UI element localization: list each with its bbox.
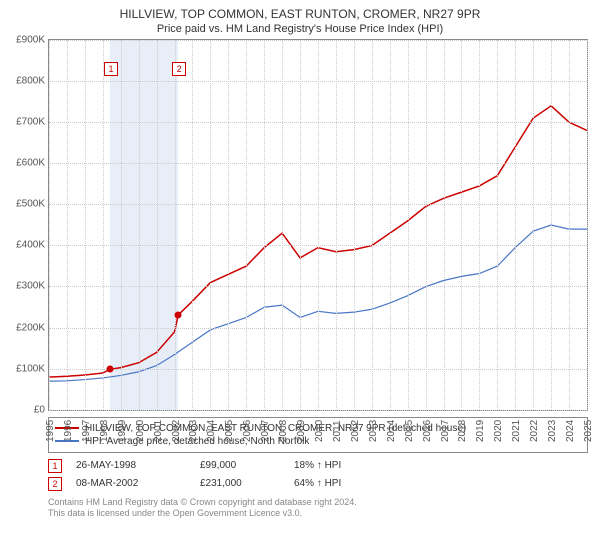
x-axis-label: 2003 xyxy=(188,420,199,442)
gridline-vertical xyxy=(85,40,86,410)
y-axis-label: £100K xyxy=(16,363,45,374)
chart-container: HILLVIEW, TOP COMMON, EAST RUNTON, CROME… xyxy=(0,0,600,560)
gridline-vertical xyxy=(461,40,462,410)
x-axis-label: 2017 xyxy=(440,420,451,442)
gridline-vertical xyxy=(408,40,409,410)
y-axis-label: £700K xyxy=(16,117,45,128)
gridline-vertical xyxy=(426,40,427,410)
x-axis-label: 2016 xyxy=(422,420,433,442)
sale-marker-dot xyxy=(106,366,113,373)
footer-line-1: Contains HM Land Registry data © Crown c… xyxy=(48,497,588,509)
gridline-vertical xyxy=(587,40,588,410)
x-axis-label: 2005 xyxy=(224,420,235,442)
x-axis-label: 2021 xyxy=(511,420,522,442)
x-axis-label: 2020 xyxy=(493,420,504,442)
gridline-vertical xyxy=(210,40,211,410)
sale-row-marker: 1 xyxy=(48,459,62,473)
gridline-vertical xyxy=(121,40,122,410)
sale-row-pct: 64% ↑ HPI xyxy=(294,478,394,489)
x-axis-label: 2015 xyxy=(404,420,415,442)
gridline-vertical xyxy=(175,40,176,410)
x-axis-label: 2024 xyxy=(565,420,576,442)
x-axis-label: 2009 xyxy=(296,420,307,442)
sale-row-marker: 2 xyxy=(48,477,62,491)
y-axis-label: £500K xyxy=(16,199,45,210)
gridline-vertical xyxy=(67,40,68,410)
x-axis-label: 2001 xyxy=(153,420,164,442)
sale-row-price: £231,000 xyxy=(200,478,280,489)
x-axis-label: 2000 xyxy=(135,420,146,442)
gridline-vertical xyxy=(515,40,516,410)
gridline-vertical xyxy=(336,40,337,410)
footer-line-2: This data is licensed under the Open Gov… xyxy=(48,508,588,520)
chart-title: HILLVIEW, TOP COMMON, EAST RUNTON, CROME… xyxy=(0,0,600,23)
gridline-vertical xyxy=(479,40,480,410)
x-axis-label: 1999 xyxy=(117,420,128,442)
gridline-vertical xyxy=(444,40,445,410)
x-axis-label: 2025 xyxy=(583,420,594,442)
x-axis-label: 1997 xyxy=(81,420,92,442)
x-axis-label: 2022 xyxy=(529,420,540,442)
y-axis-label: £800K xyxy=(16,75,45,86)
gridline-horizontal xyxy=(49,410,587,411)
x-axis-label: 2013 xyxy=(368,420,379,442)
sale-row-price: £99,000 xyxy=(200,460,280,471)
gridline-vertical xyxy=(300,40,301,410)
sale-row-date: 26-MAY-1998 xyxy=(76,460,186,471)
gridline-vertical xyxy=(569,40,570,410)
gridline-vertical xyxy=(318,40,319,410)
x-axis-label: 2002 xyxy=(171,420,182,442)
gridline-vertical xyxy=(103,40,104,410)
y-axis-label: £600K xyxy=(16,158,45,169)
y-axis-label: £400K xyxy=(16,240,45,251)
footer-attribution: Contains HM Land Registry data © Crown c… xyxy=(48,497,588,520)
gridline-vertical xyxy=(372,40,373,410)
gridline-vertical xyxy=(139,40,140,410)
chart-plot-area: £0£100K£200K£300K£400K£500K£600K£700K£80… xyxy=(48,39,588,411)
gridline-vertical xyxy=(246,40,247,410)
x-axis-label: 2023 xyxy=(547,420,558,442)
x-axis-label: 2018 xyxy=(457,420,468,442)
x-axis-label: 2011 xyxy=(332,420,343,442)
sale-row: 2 08-MAR-2002 £231,000 64% ↑ HPI xyxy=(48,475,588,493)
x-axis-label: 2019 xyxy=(475,420,486,442)
chart-subtitle: Price paid vs. HM Land Registry's House … xyxy=(0,23,600,39)
sale-marker-box: 1 xyxy=(104,62,118,76)
y-axis-label: £900K xyxy=(16,34,45,45)
gridline-vertical xyxy=(551,40,552,410)
gridline-vertical xyxy=(390,40,391,410)
x-axis-label: 2006 xyxy=(242,420,253,442)
y-axis-label: £200K xyxy=(16,322,45,333)
gridline-vertical xyxy=(264,40,265,410)
y-axis-label: £0 xyxy=(34,404,45,415)
sale-marker-dot xyxy=(175,311,182,318)
x-axis-label: 1998 xyxy=(99,420,110,442)
x-axis-label: 2012 xyxy=(350,420,361,442)
sale-row-date: 08-MAR-2002 xyxy=(76,478,186,489)
y-axis-label: £300K xyxy=(16,281,45,292)
gridline-vertical xyxy=(354,40,355,410)
x-axis-label: 2014 xyxy=(386,420,397,442)
gridline-vertical xyxy=(533,40,534,410)
x-axis-label: 1995 xyxy=(45,420,56,442)
sale-row-pct: 18% ↑ HPI xyxy=(294,460,394,471)
gridline-vertical xyxy=(282,40,283,410)
x-axis-label: 2010 xyxy=(314,420,325,442)
gridline-vertical xyxy=(157,40,158,410)
sale-marker-box: 2 xyxy=(172,62,186,76)
gridline-vertical xyxy=(192,40,193,410)
gridline-vertical xyxy=(49,40,50,410)
x-axis-label: 2008 xyxy=(278,420,289,442)
gridline-vertical xyxy=(228,40,229,410)
gridline-vertical xyxy=(497,40,498,410)
x-axis-label: 1996 xyxy=(63,420,74,442)
sale-row: 1 26-MAY-1998 £99,000 18% ↑ HPI xyxy=(48,457,588,475)
x-axis-label: 2007 xyxy=(260,420,271,442)
sales-table: 1 26-MAY-1998 £99,000 18% ↑ HPI 2 08-MAR-2002… xyxy=(48,457,588,493)
x-axis-label: 2004 xyxy=(206,420,217,442)
